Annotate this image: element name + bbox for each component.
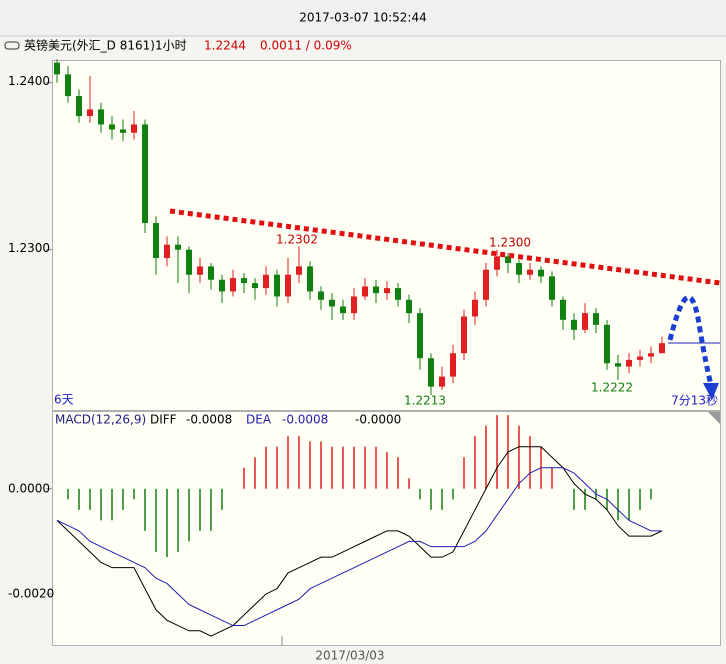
candle-body (571, 319, 577, 330)
candle-body (659, 343, 665, 354)
symbol: 英镑美元(外汇_D 8161)1小时 (24, 38, 187, 53)
candle-body (648, 353, 654, 357)
candle-body (461, 316, 467, 354)
y-tick-label: 0.0000 (8, 481, 50, 495)
candle-body (505, 256, 511, 264)
annotation: 1.2302 (276, 233, 318, 247)
dea-value: -0.0008 (282, 413, 328, 427)
datetime: 2017-03-07 10:52:44 (299, 11, 426, 25)
candle-body (329, 299, 335, 307)
forecast-arrow (667, 294, 714, 386)
y-tick-label: 1.2400 (8, 74, 50, 88)
candle-body (252, 283, 258, 289)
candle-body (65, 74, 71, 97)
candle-body (120, 129, 126, 133)
candle-body (142, 124, 148, 223)
candle-body (318, 291, 324, 300)
macd-line (56, 446, 663, 637)
candle-body (230, 278, 236, 292)
diff-value: -0.0008 (186, 413, 232, 427)
candle-body (98, 109, 104, 125)
candle-body (274, 274, 280, 297)
macd-panel (52, 411, 721, 646)
candle-body (186, 249, 192, 275)
candle-body (395, 288, 401, 300)
candle-body (340, 306, 346, 314)
link-icon (4, 41, 20, 50)
candle-body (263, 274, 269, 289)
candle-body (483, 269, 489, 300)
candle-body (406, 299, 412, 314)
candle-body (241, 278, 247, 284)
candle-body (637, 356, 643, 360)
dea-label: DEA (246, 413, 272, 427)
candle-body (615, 363, 621, 367)
title-bar (0, 0, 726, 36)
y-tick-label: -0.0020 (8, 586, 54, 600)
arrow-head (703, 383, 719, 400)
y-tick-label: 1.2300 (8, 241, 50, 255)
candle-body (582, 313, 588, 330)
candle-body (296, 266, 302, 275)
candle-body (373, 286, 379, 294)
candle-body (87, 109, 93, 117)
candle-body (351, 296, 357, 314)
candle-body (219, 279, 225, 292)
candle-body (604, 324, 610, 364)
candle-body (560, 299, 566, 320)
candle-body (626, 359, 632, 367)
annotation: 1.2300 (489, 236, 531, 250)
annotation: 1.2213 (404, 394, 446, 408)
candle-body (538, 269, 544, 277)
candle-body (175, 244, 181, 250)
candle-body (516, 263, 522, 275)
candle-body (549, 276, 555, 300)
macd-value: -0.0000 (355, 413, 401, 427)
corner-marker (708, 412, 720, 424)
annotation: 7分13秒 (671, 394, 718, 408)
candle-body (197, 266, 203, 275)
candle-body (494, 256, 500, 270)
candle-body (131, 124, 137, 133)
annotation: 1.2222 (591, 381, 633, 395)
candle-body (384, 288, 390, 294)
candle-body (164, 244, 170, 259)
trend-line (169, 208, 721, 286)
candle-body (417, 313, 423, 359)
candle-body (428, 358, 434, 387)
x-tick-label: 2017/03/03 (315, 649, 384, 663)
candle-body (54, 62, 60, 75)
candle-body (307, 266, 313, 292)
macd-title: MACD(12,26,9) (55, 413, 146, 427)
price-change: 0.0011 / 0.09% (260, 39, 352, 53)
diff-label: DIFF (150, 413, 177, 427)
price-panel (52, 60, 721, 411)
candle-body (76, 96, 82, 117)
candle-body (153, 222, 159, 259)
candle-body (285, 274, 291, 297)
candle-body (208, 266, 214, 280)
candle-body (593, 313, 599, 325)
annotation: 6天 (54, 393, 74, 407)
candle-body (362, 286, 368, 297)
candle-body (472, 299, 478, 317)
candle-body (527, 269, 533, 275)
candle-body (450, 353, 456, 377)
candle-body (109, 124, 115, 130)
macd-line (56, 467, 662, 627)
last-price: 1.2244 (204, 39, 246, 53)
candle-body (439, 376, 445, 387)
